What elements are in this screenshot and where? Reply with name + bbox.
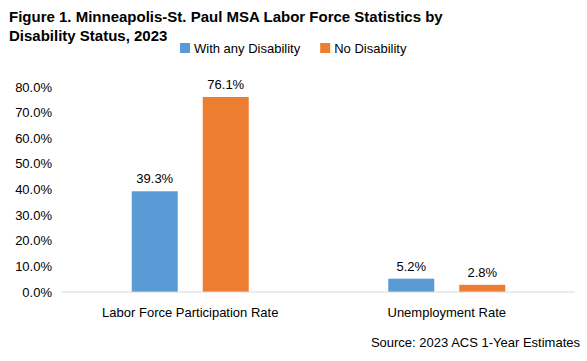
x-tick-label: Labor Force Participation Rate: [102, 305, 278, 320]
bar: [459, 285, 505, 292]
data-labels: 39.3% 5.2% 76.1% 2.8%: [136, 77, 497, 280]
y-tick-label: 60.0%: [15, 131, 52, 146]
legend-swatch: [180, 43, 190, 53]
y-tick-label: 40.0%: [15, 182, 52, 197]
y-tick-label: 80.0%: [15, 80, 52, 95]
y-tick-label: 10.0%: [15, 259, 52, 274]
y-tick-label: 20.0%: [15, 233, 52, 248]
bar: [203, 97, 249, 292]
legend-label: No Disability: [334, 41, 407, 56]
title-line: Disability Status, 2023: [9, 27, 167, 44]
y-tick-label: 30.0%: [15, 208, 52, 223]
title-line: Figure 1. Minneapolis-St. Paul MSA Labor…: [9, 8, 443, 25]
legend: With any Disability No Disability: [180, 41, 407, 56]
x-axis-line: [62, 292, 575, 293]
data-label: 2.8%: [467, 265, 497, 280]
x-tick-label: Unemployment Rate: [388, 305, 507, 320]
y-tick-label: 50.0%: [15, 156, 52, 171]
chart: Figure 1. Minneapolis-St. Paul MSA Labor…: [0, 0, 587, 361]
y-tick-label: 0.0%: [22, 285, 52, 300]
data-label: 5.2%: [396, 259, 426, 274]
legend-swatch: [320, 43, 330, 53]
title: Figure 1. Minneapolis-St. Paul MSA Labor…: [9, 8, 443, 44]
data-label: 76.1%: [207, 77, 244, 92]
data-label: 39.3%: [136, 171, 173, 186]
bar: [388, 279, 434, 292]
source: Source: 2023 ACS 1-Year Estimates: [371, 335, 581, 350]
bars: [132, 97, 506, 292]
y-tick-label: 70.0%: [15, 105, 52, 120]
legend-label: With any Disability: [194, 41, 301, 56]
bar: [132, 191, 178, 292]
